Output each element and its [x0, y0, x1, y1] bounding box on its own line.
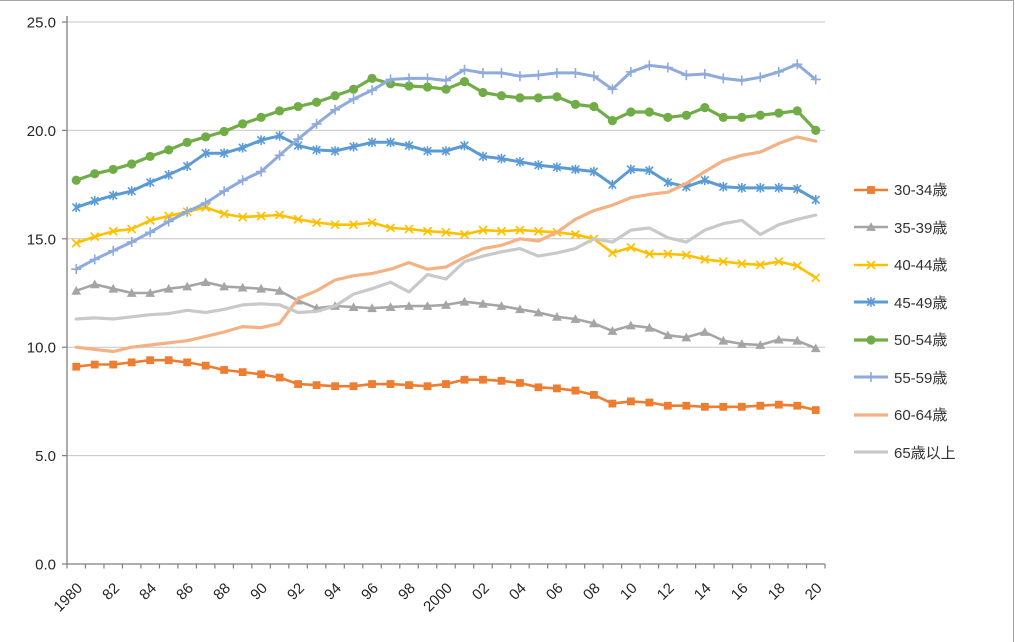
legend-item-55-59[interactable]: 55-59歳: [853, 359, 1011, 397]
legend-swatch-icon: [854, 372, 888, 383]
x-axis-label: 82: [99, 580, 123, 604]
x-axis-label: 1980: [50, 580, 86, 616]
series-50-54: [71, 73, 821, 185]
x-axis-label: 12: [654, 580, 678, 604]
legend-label: 65歳以上: [894, 444, 956, 462]
x-axis-label: 20: [802, 580, 826, 604]
x-axis-label: 08: [580, 580, 604, 604]
x-axis-label: 2000: [420, 580, 456, 616]
x-axis-label: 94: [321, 580, 345, 604]
legend-item-30-34[interactable]: 30-34歳: [853, 171, 1011, 209]
legend-label: 50-54歳: [894, 332, 948, 350]
y-axis-label: 25.0: [27, 15, 56, 32]
legend: 30-34歳 35-39歳 40-44歳 45-49歳 50-54歳 55-59歳 60-6…: [853, 171, 1011, 471]
legend-swatch-icon: [854, 450, 888, 454]
legend-swatch-icon: [854, 260, 888, 270]
legend-label: 40-44歳: [894, 257, 948, 275]
x-axis-label: 96: [358, 580, 382, 604]
x-axis-label: 16: [728, 580, 752, 604]
legend-label: 30-34歳: [894, 182, 948, 200]
legend-label: 35-39歳: [894, 219, 948, 237]
legend-swatch-icon: [854, 297, 888, 308]
y-axis-label: 10.0: [27, 340, 56, 357]
legend-swatch-icon: [854, 413, 888, 417]
x-axis-label: 02: [469, 580, 493, 604]
series-55-59: [71, 59, 821, 275]
x-axis-label: 04: [506, 580, 530, 604]
x-axis-label: 06: [543, 580, 567, 604]
legend-label: 60-64歳: [894, 407, 948, 425]
y-axis-label: 15.0: [27, 231, 56, 248]
x-axis-label: 92: [284, 580, 308, 604]
series-30-34: [72, 356, 820, 414]
series-65: [74, 213, 818, 321]
x-axis-label: 18: [765, 580, 789, 604]
x-axis-label: 88: [210, 580, 234, 604]
series-45-49: [71, 131, 821, 213]
x-axis-label: 86: [173, 580, 197, 604]
series-40-44: [71, 202, 821, 283]
legend-label: 55-59歳: [894, 369, 948, 387]
y-axis-label: 5.0: [35, 448, 56, 465]
legend-swatch-icon: [854, 335, 888, 345]
series-60-64: [74, 135, 818, 354]
legend-item-65[interactable]: 65歳以上: [853, 434, 1011, 472]
x-axis-label: 84: [136, 580, 160, 604]
legend-label: 45-49歳: [894, 294, 948, 312]
legend-item-45-49[interactable]: 45-49歳: [853, 284, 1011, 322]
x-axis-label: 98: [395, 580, 419, 604]
legend-item-35-39[interactable]: 35-39歳: [853, 209, 1011, 247]
legend-item-50-54[interactable]: 50-54歳: [853, 321, 1011, 359]
legend-swatch-icon: [854, 222, 888, 232]
x-axis-label: 90: [247, 580, 271, 604]
x-axis-label: 14: [691, 580, 715, 604]
legend-item-60-64[interactable]: 60-64歳: [853, 396, 1011, 434]
y-axis-label: 0.0: [35, 557, 56, 574]
legend-item-40-44[interactable]: 40-44歳: [853, 246, 1011, 284]
legend-swatch-icon: [854, 185, 888, 194]
x-axis-label: 10: [617, 580, 641, 604]
y-axis-label: 20.0: [27, 123, 56, 140]
